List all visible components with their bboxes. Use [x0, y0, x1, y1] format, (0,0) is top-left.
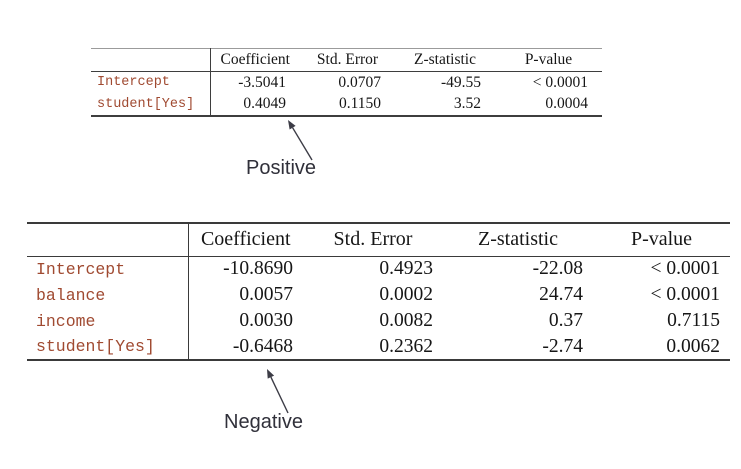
positive-arrow-icon	[288, 120, 313, 161]
row-label: student[Yes]	[91, 93, 211, 116]
value-cell: 0.0082	[379, 310, 433, 331]
value-cell: < 0.0001	[532, 73, 588, 91]
column-header: Std. Error	[333, 228, 413, 251]
value-cell: 24.74	[539, 284, 583, 305]
table-student-only-model: Coefficient Std. Error Z-statistic P-value I…	[91, 48, 602, 117]
row-label: Intercept	[27, 256, 189, 282]
row-label: student[Yes]	[27, 334, 189, 360]
value-cell: 0.0004	[545, 95, 588, 112]
value-cell: 0.37	[548, 310, 583, 331]
value-cell: 0.0707	[338, 73, 381, 91]
value-cell: 0.4049	[243, 95, 286, 112]
value-cell: 0.0030	[239, 310, 293, 331]
value-cell: -2.74	[542, 335, 583, 357]
corner-cell	[91, 48, 211, 72]
row-label: Intercept	[91, 71, 211, 94]
value-cell: -22.08	[532, 258, 583, 280]
value-cell: 0.1150	[338, 95, 381, 112]
value-cell: -3.5041	[238, 73, 286, 91]
annotation-positive: Positive	[246, 157, 317, 179]
value-cell: 0.0057	[239, 284, 293, 305]
column-header: Std. Error	[316, 51, 379, 68]
value-cell: 0.7115	[667, 310, 720, 331]
table-row: student[Yes] -0.6468 0.2362 -2.74 0.0062	[27, 334, 730, 360]
column-header: Coefficient	[220, 51, 290, 68]
column-header: P-value	[524, 51, 573, 68]
column-header: Z-statistic	[478, 228, 558, 251]
table-row: student[Yes] 0.4049 0.1150 3.52 0.0004	[91, 93, 602, 116]
annotation-negative: Negative	[224, 411, 303, 433]
column-header: P-value	[630, 228, 693, 251]
table-row: income 0.0030 0.0082 0.37 0.7115	[27, 308, 730, 334]
value-cell: -10.8690	[223, 258, 293, 280]
value-cell: 0.2362	[379, 335, 433, 357]
value-cell: -49.55	[440, 73, 481, 91]
value-cell: < 0.0001	[650, 258, 721, 280]
column-header: Z-statistic	[414, 51, 476, 68]
value-cell: 0.0002	[379, 284, 433, 305]
table-row: Intercept -3.5041 0.0707 -49.55 < 0.0001	[91, 71, 602, 94]
row-label: balance	[27, 282, 189, 308]
negative-arrow-icon	[267, 369, 289, 414]
value-cell: 3.52	[453, 95, 481, 112]
header-row: Coefficient Std. Error Z-statistic P-value	[91, 48, 602, 72]
value-cell: 0.4923	[379, 258, 433, 280]
table-full-model: Coefficient Std. Error Z-statistic P-value I…	[27, 222, 730, 361]
corner-cell	[27, 223, 189, 256]
table-row: Intercept -10.8690 0.4923 -22.08 < 0.0001	[27, 256, 730, 282]
value-cell: < 0.0001	[650, 284, 721, 305]
value-cell: 0.0062	[666, 335, 720, 357]
value-cell: -0.6468	[232, 335, 293, 357]
row-label: income	[27, 308, 189, 334]
table-row: balance 0.0057 0.0002 24.74 < 0.0001	[27, 282, 730, 308]
header-row: Coefficient Std. Error Z-statistic P-value	[27, 223, 730, 256]
column-header: Coefficient	[200, 228, 291, 251]
